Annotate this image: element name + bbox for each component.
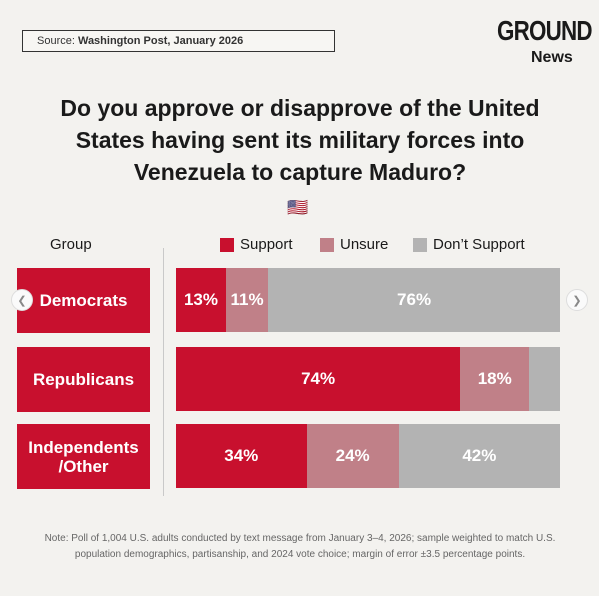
bar-segment-unsure: 24% [306, 424, 399, 488]
group-header: Group [50, 236, 92, 253]
bar-segment-dont-support: 42% [398, 424, 560, 488]
legend-label-support: Support [240, 236, 293, 253]
bar-segment-support: 74% [176, 347, 461, 411]
source-value: Washington Post, January 2026 [77, 35, 244, 47]
legend-swatch-unsure [320, 237, 334, 252]
legend-label-unsure: Unsure [340, 236, 389, 253]
ground-news-logo: GROUND News [497, 15, 593, 69]
group-label-republicans: Republicans [17, 347, 150, 412]
source-box: Source: Washington Post, January 2026 [22, 30, 335, 52]
bar-row-democrats: 13% 11% 76% [176, 268, 560, 332]
footnote: Note: Poll of 1,004 U.S. adults conducte… [44, 533, 556, 560]
group-label-democrats: Democrats [17, 268, 150, 333]
chart-title: Do you approve or disapprove of the Unit… [60, 95, 540, 185]
us-flag-icon: 🇺🇸 [287, 198, 309, 217]
bar-segment-unsure: 11% [225, 268, 269, 332]
legend-swatch-dont-support [413, 237, 427, 252]
logo-line2: News [531, 49, 573, 66]
bar-segment-dont-support [529, 347, 560, 411]
bar-segment-support: 34% [176, 424, 307, 488]
legend-item-dont-support: Don’t Support [413, 236, 525, 253]
bar-row-independents: 34% 24% 42% [176, 424, 560, 488]
bar-segment-dont-support: 76% [268, 268, 560, 332]
bar-row-republicans: 74% 18% [176, 347, 560, 411]
legend-swatch-support [220, 237, 234, 252]
bar-segment-unsure: 18% [460, 347, 530, 411]
carousel-prev-button[interactable]: ❮ [11, 289, 33, 311]
source-label: Source: [37, 35, 78, 47]
bar-segment-support: 13% [176, 268, 226, 332]
carousel-next-button[interactable]: ❯ [566, 289, 588, 311]
logo-line1: GROUND [497, 15, 593, 46]
legend-item-unsure: Unsure [320, 236, 388, 253]
legend-item-support: Support [220, 236, 293, 253]
group-label-independents: Independents /Other [17, 424, 150, 489]
divider-line [163, 248, 164, 496]
legend-label-dont-support: Don’t Support [433, 236, 525, 253]
